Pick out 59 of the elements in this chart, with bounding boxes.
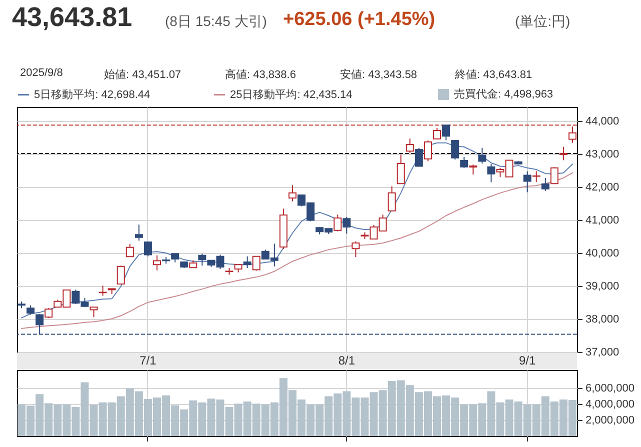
y-tick-label: 2,000,000 xyxy=(586,414,634,426)
candlestick xyxy=(126,244,134,258)
candlestick xyxy=(424,140,432,162)
candlestick xyxy=(469,164,478,176)
text: 高値: 43,838.6 xyxy=(225,68,296,82)
candlestick xyxy=(342,216,351,234)
candlestick xyxy=(487,163,496,183)
text: +625.06 (+1.45%) xyxy=(283,9,436,31)
text: (単位:円) xyxy=(515,13,570,31)
candlestick xyxy=(460,156,468,168)
text: 2025/9/8 xyxy=(20,67,63,79)
candlestick xyxy=(198,253,206,266)
y-tick-label: 40,000 xyxy=(586,248,620,260)
candlestick xyxy=(288,184,296,202)
y-tick-label: 39,000 xyxy=(586,280,620,293)
legend-label: 25日移動平均: 42,435.14 xyxy=(230,88,352,101)
y-tick-label: 43,000 xyxy=(586,148,620,161)
x-tick-label: 9/1 xyxy=(518,354,536,368)
candlestick xyxy=(396,154,405,184)
line-series xyxy=(21,172,573,329)
candlestick xyxy=(550,166,558,184)
candlestick xyxy=(414,147,423,167)
y-tick-label: 4,000,000 xyxy=(586,398,634,410)
text: 安値: 43,343.58 xyxy=(340,68,418,82)
candlestick xyxy=(442,124,450,141)
candlestick xyxy=(451,140,460,160)
x-tick-label: 8/1 xyxy=(338,354,356,368)
legend-label: 5日移動平均: 42,698.44 xyxy=(34,88,150,101)
y-tick-label: 37,000 xyxy=(586,346,620,358)
chart-subtitle: (8日 15:45 大引) xyxy=(165,13,267,31)
candlestick xyxy=(116,265,125,285)
candlestick xyxy=(523,170,532,193)
candlestick xyxy=(144,241,152,257)
y-tick-label: 38,000 xyxy=(586,314,620,326)
candlestick xyxy=(90,306,98,318)
y-tick-label: 44,000 xyxy=(586,116,620,128)
y-tick-label: 42,000 xyxy=(586,182,620,194)
candlestick xyxy=(153,254,161,271)
candlestick xyxy=(541,177,550,192)
y-tick-label: 41,000 xyxy=(586,214,620,227)
candlestick xyxy=(478,147,486,164)
x-tick-label: 7/1 xyxy=(140,354,157,368)
text: 終値: 43,643.81 xyxy=(455,68,532,82)
candlestick xyxy=(568,126,576,144)
text: 始値: 43,451.07 xyxy=(104,68,182,82)
candlestick xyxy=(334,214,342,232)
candlestick xyxy=(406,138,414,154)
line-series xyxy=(21,142,573,318)
candlestick xyxy=(252,256,260,272)
candlestick xyxy=(243,256,252,269)
chart-title: 43,643.81 xyxy=(12,2,132,33)
candlestick xyxy=(134,224,143,242)
y-tick-label: 6,000,000 xyxy=(586,382,634,394)
candlestick xyxy=(352,240,360,258)
candlestick xyxy=(559,146,568,161)
candlestick xyxy=(44,308,53,319)
legend-label: 売買代金: 4,498,963 xyxy=(454,88,554,100)
candlestick xyxy=(388,186,396,212)
candlestick xyxy=(26,304,35,316)
